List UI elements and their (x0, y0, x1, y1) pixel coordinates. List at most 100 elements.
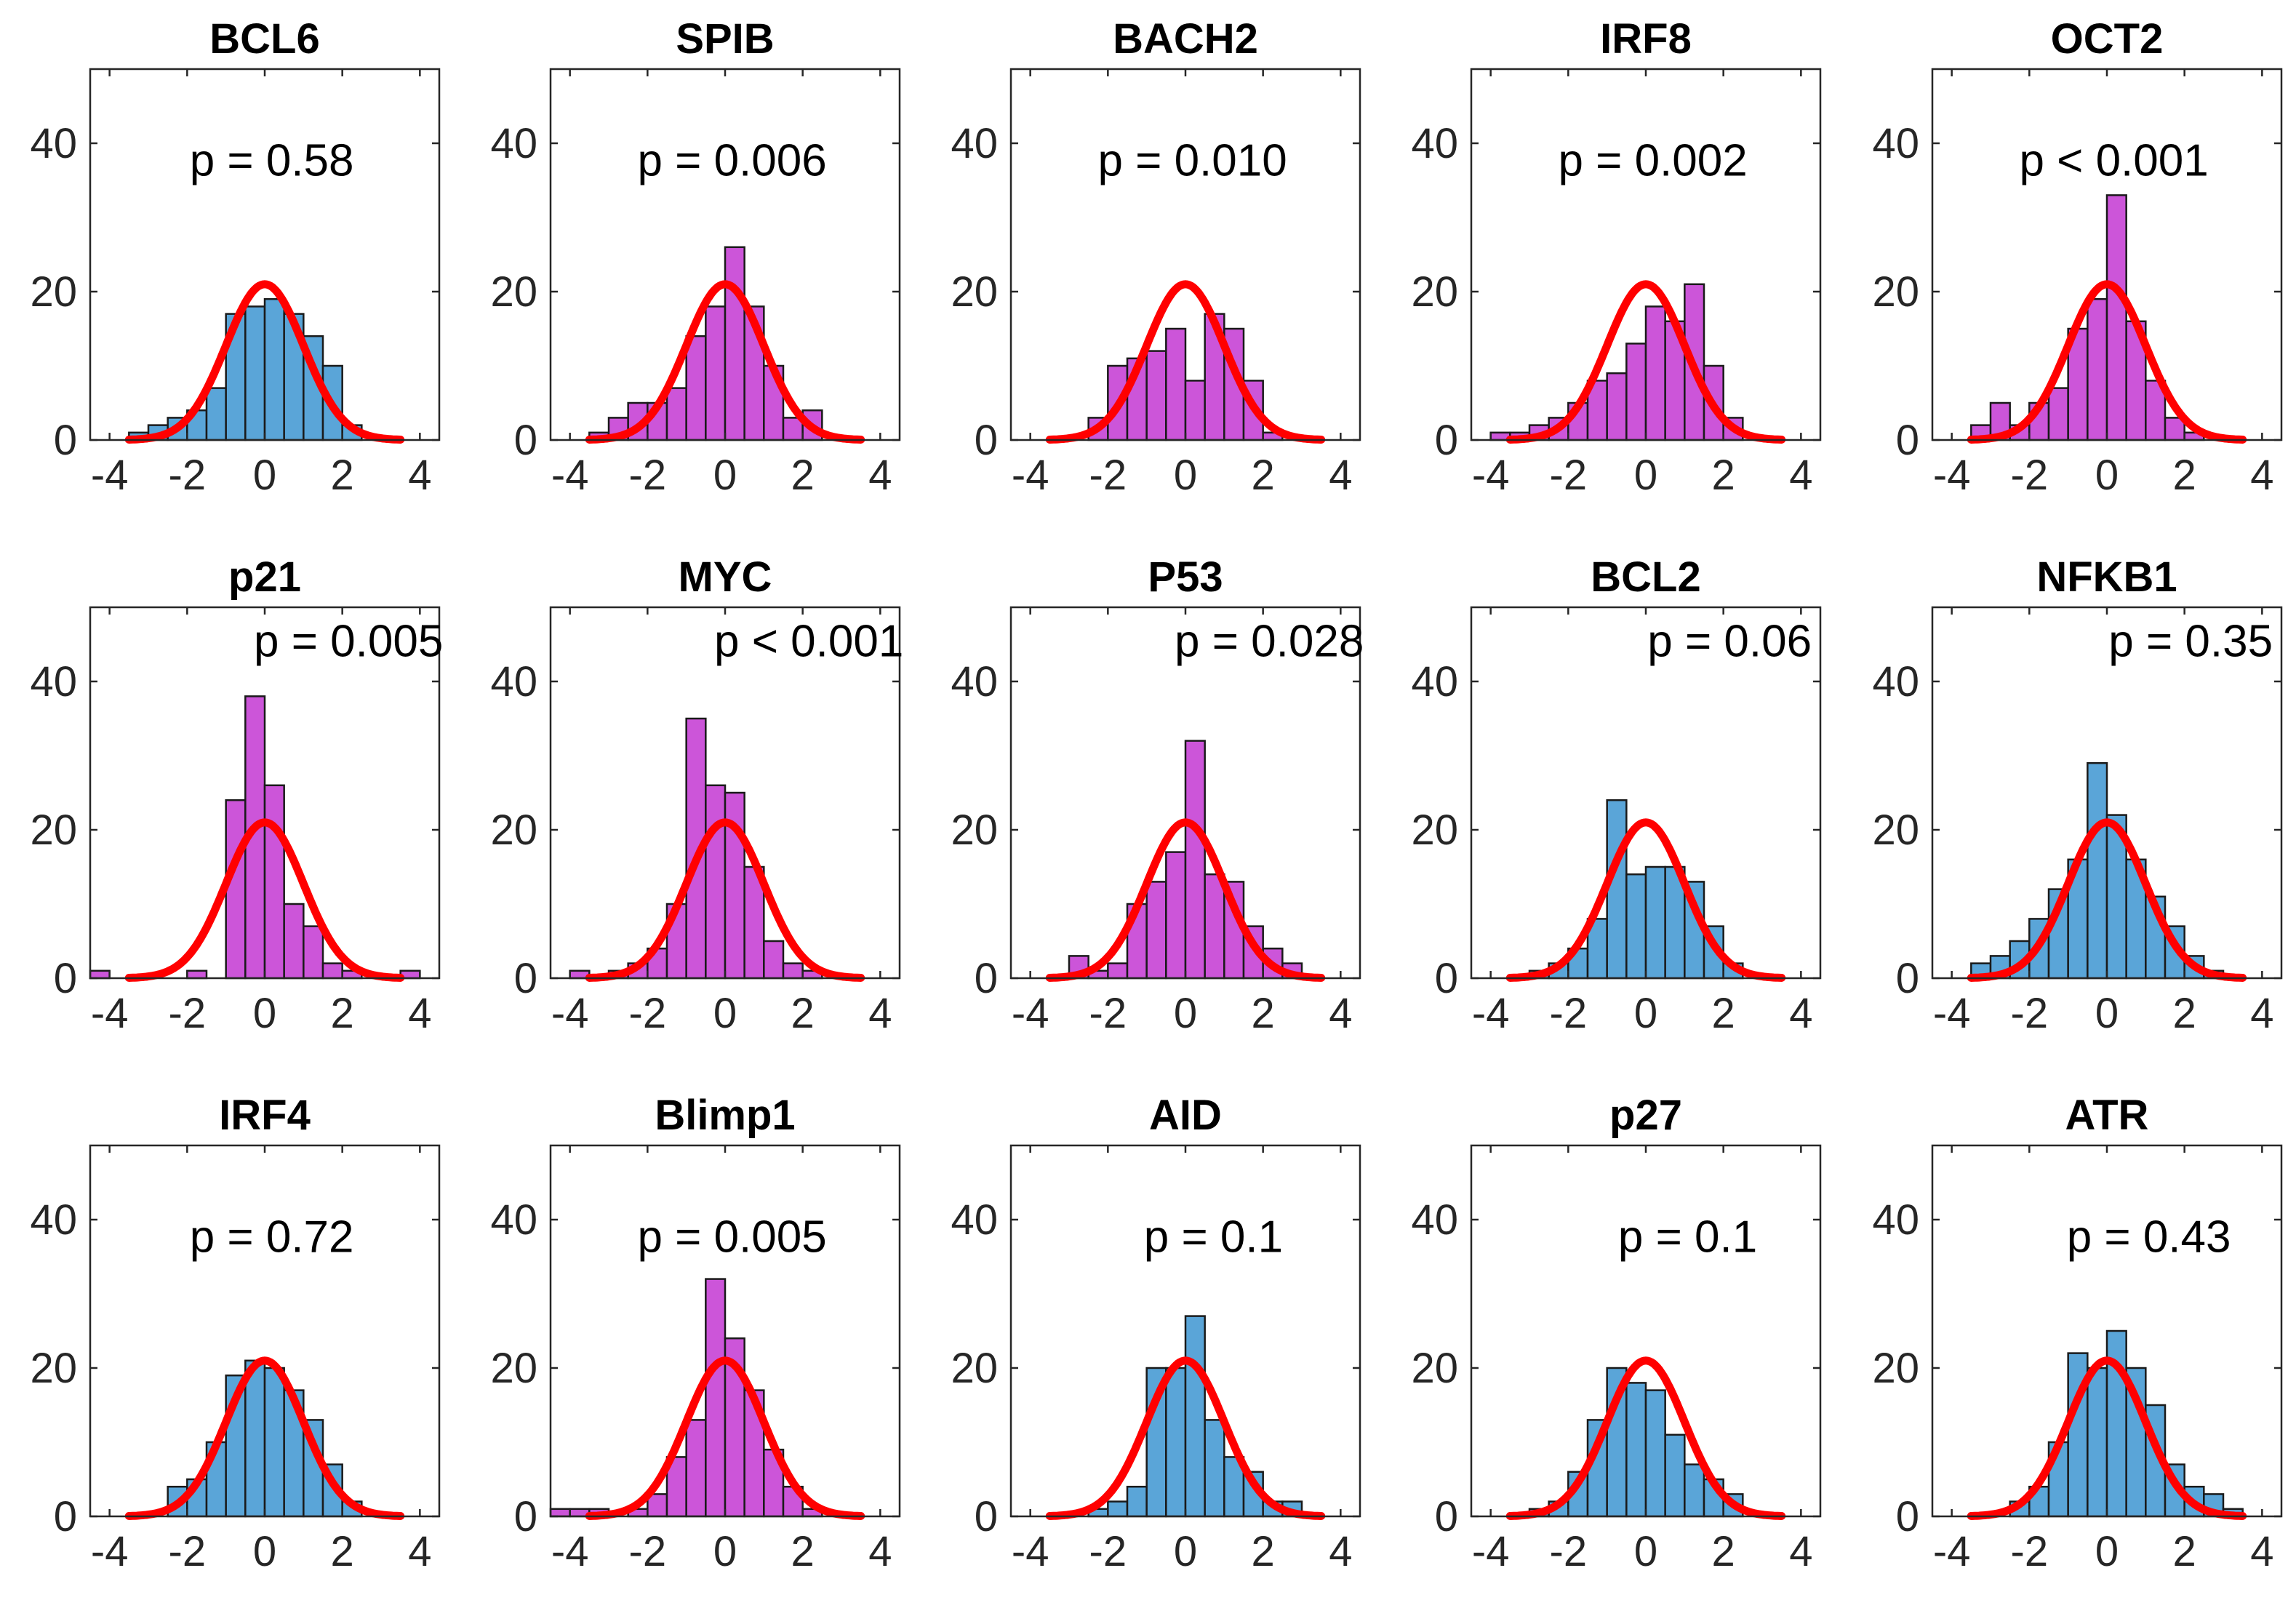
x-tick-label: -2 (2011, 990, 2049, 1037)
x-tick-label: -2 (1089, 1528, 1127, 1575)
p-value-annotation: p = 0.002 (1558, 135, 1747, 185)
y-tick-label: 20 (951, 1345, 998, 1392)
y-tick-label: 40 (30, 1196, 77, 1244)
x-tick-label: -4 (1012, 452, 1049, 499)
histogram-bar (1606, 372, 1628, 441)
histogram-bar (1107, 1500, 1129, 1518)
x-tick-label: -4 (1012, 1528, 1049, 1575)
x-tick-label: 4 (1789, 1528, 1812, 1575)
x-tick-label: -4 (1472, 990, 1510, 1037)
p-value-annotation: p = 0.1 (1144, 1212, 1283, 1262)
x-tick-label: 0 (713, 990, 737, 1037)
y-tick-label: 40 (951, 120, 998, 167)
x-tick-label: 0 (713, 1528, 737, 1575)
y-tick-label: 0 (975, 1493, 998, 1540)
normal-fit-curve (124, 1356, 405, 1520)
x-tick-label: -4 (551, 1528, 589, 1575)
y-tick-label: 40 (30, 120, 77, 167)
histogram-bar (1126, 1485, 1148, 1518)
panel-title: P53 (1148, 553, 1223, 601)
x-tick-label: -2 (629, 452, 667, 499)
panel-title: IRF4 (219, 1092, 311, 1139)
panel-title: p21 (228, 553, 301, 601)
x-tick-label: -2 (1089, 990, 1127, 1037)
x-tick-label: 0 (713, 452, 737, 499)
x-tick-label: 4 (1329, 452, 1352, 499)
panel-title: MYC (679, 553, 772, 601)
y-tick-label: 0 (514, 417, 537, 464)
y-tick-label: 0 (975, 955, 998, 1002)
histogram-bar (1664, 1433, 1686, 1518)
histogram-bar (1165, 327, 1187, 441)
histogram-bar (1606, 799, 1628, 980)
histogram-bar (283, 903, 305, 980)
normal-fit-curve (1505, 1356, 1786, 1520)
y-tick-label: 20 (490, 1345, 537, 1392)
histogram-bar (724, 246, 745, 441)
histogram-bar (1625, 1382, 1647, 1518)
x-tick-label: 0 (253, 452, 276, 499)
y-tick-label: 0 (1896, 1493, 1919, 1540)
panel-title: NFKB1 (2036, 553, 2177, 601)
histogram-bar (705, 305, 727, 441)
panel-title: OCT2 (2051, 15, 2164, 63)
histogram-bar (1165, 1367, 1187, 1518)
x-tick-label: 2 (791, 990, 815, 1037)
histogram-bar (263, 784, 285, 980)
histogram-bar (1184, 740, 1206, 980)
histogram-bar (1644, 1389, 1666, 1518)
y-tick-label: 40 (30, 658, 77, 705)
histogram-bar (1204, 873, 1225, 980)
y-tick-label: 20 (30, 1345, 77, 1392)
y-tick-label: 20 (951, 268, 998, 316)
x-tick-label: -2 (2011, 452, 2049, 499)
histogram-bar (705, 1278, 727, 1518)
p-value-annotation: p = 0.72 (190, 1212, 354, 1262)
x-tick-label: -2 (2011, 1528, 2049, 1575)
x-tick-label: -4 (91, 452, 129, 499)
x-tick-label: 2 (791, 452, 815, 499)
y-tick-label: 20 (1411, 1345, 1458, 1392)
x-tick-label: 4 (868, 452, 892, 499)
histogram-bar (1644, 865, 1666, 980)
histogram-bar (685, 1419, 707, 1518)
y-tick-label: 0 (1435, 417, 1458, 464)
x-tick-label: 4 (2250, 452, 2273, 499)
y-tick-label: 0 (54, 417, 77, 464)
y-tick-label: 20 (30, 268, 77, 316)
y-tick-label: 40 (490, 1196, 537, 1244)
x-tick-label: 4 (868, 1528, 892, 1575)
histogram-bar (1204, 1419, 1225, 1518)
x-tick-label: 2 (2173, 452, 2196, 499)
x-tick-label: -4 (1933, 1528, 1971, 1575)
y-tick-label: 40 (490, 658, 537, 705)
p-value-annotation: p = 0.58 (190, 135, 354, 185)
normal-fit-curve (1967, 818, 2247, 982)
normal-fit-curve (585, 818, 865, 982)
normal-fit-curve (585, 1356, 865, 1520)
y-tick-label: 0 (975, 417, 998, 464)
histogram-bar (1145, 350, 1167, 441)
x-tick-label: 4 (1329, 990, 1352, 1037)
y-tick-label: 0 (514, 1493, 537, 1540)
x-tick-label: 0 (2095, 452, 2119, 499)
x-tick-label: 0 (2095, 1528, 2119, 1575)
histogram-bar (2087, 761, 2108, 980)
x-tick-label: 2 (331, 452, 354, 499)
x-tick-label: 2 (1712, 990, 1735, 1037)
normal-fit-curve (1967, 1356, 2247, 1520)
histogram-bar (1625, 343, 1647, 441)
p-value-annotation: p = 0.010 (1097, 135, 1287, 185)
p-value-annotation: p = 0.43 (2067, 1212, 2231, 1262)
x-tick-label: -2 (1089, 452, 1127, 499)
x-tick-label: 2 (1252, 990, 1275, 1037)
x-tick-label: 0 (2095, 990, 2119, 1037)
y-tick-label: 40 (1872, 120, 1919, 167)
